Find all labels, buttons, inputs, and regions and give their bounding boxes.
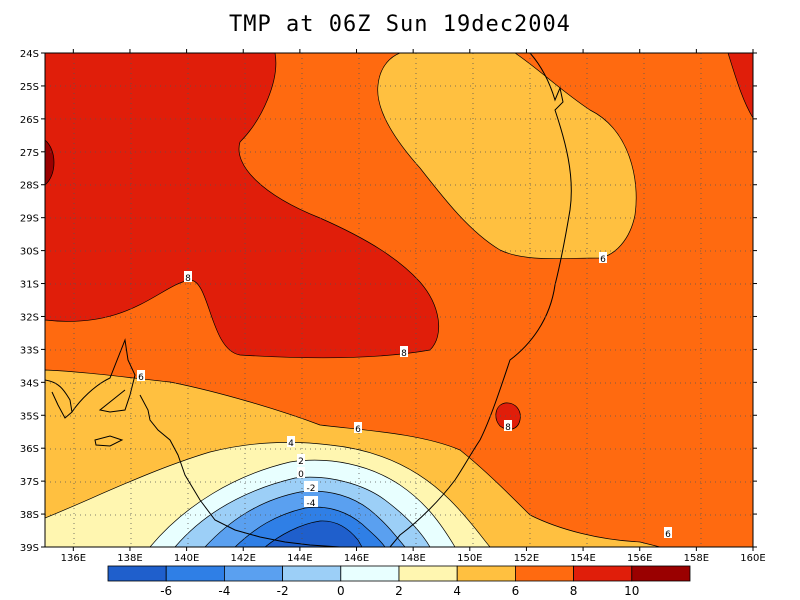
- contour-label: 2: [297, 454, 305, 467]
- longitude-axis: 136E 138E 140E 142E 144E 146E 148E 150E 152E 154E…: [61, 49, 766, 564]
- lat-label: 29S: [20, 214, 39, 225]
- contour-label: -2: [304, 481, 318, 494]
- contour-label: 0: [297, 467, 305, 480]
- lon-label: 152E: [514, 553, 539, 564]
- plot-frame: [44, 52, 754, 548]
- lat-label: 35S: [20, 411, 39, 422]
- lat-label: 37S: [20, 477, 39, 488]
- colorbar-tick-label: -4: [218, 584, 230, 598]
- lon-label: 138E: [117, 553, 142, 564]
- latitude-axis: 24S 25S 26S 27S 28S 29S 30S 31S 32S 33S 34S 35S 36S 3…: [20, 49, 757, 554]
- svg-text:6: 6: [355, 425, 361, 435]
- lat-label: 34S: [20, 378, 39, 389]
- colorbar-swatch: [456, 565, 516, 582]
- colorbar-swatch: [515, 565, 575, 582]
- lon-label: 142E: [231, 553, 256, 564]
- contour-label: 6: [599, 252, 607, 265]
- contour-label: -4: [304, 496, 318, 509]
- contour-label: 8: [504, 420, 512, 433]
- colorbar-swatch: [398, 565, 458, 582]
- colorbar-tick-label: 2: [395, 584, 403, 598]
- svg-text:4: 4: [288, 439, 294, 449]
- lat-label: 27S: [20, 148, 39, 159]
- svg-text:8: 8: [401, 349, 407, 359]
- svg-text:8: 8: [505, 423, 511, 433]
- lon-label: 158E: [684, 553, 709, 564]
- colorbar-swatch: [223, 565, 283, 582]
- contour-label: 6: [137, 370, 145, 383]
- colorbar-swatch: [282, 565, 342, 582]
- colorbar-tick-label: -6: [160, 584, 172, 598]
- lat-label: 32S: [20, 312, 39, 323]
- band-8-10-blob: [495, 402, 521, 430]
- contour-label: 8: [184, 271, 192, 284]
- coastline-gulf: [45, 338, 341, 547]
- contour-label: 4: [287, 436, 295, 449]
- colorbar-swatch: [573, 565, 633, 582]
- contour-label: 8: [400, 346, 408, 359]
- contour-labels: 8 8 6 6 6 4 2 0 -2 -4 8 6: [137, 252, 672, 540]
- colorbar-swatch: [340, 565, 400, 582]
- colorbar-tick-label: 6: [512, 584, 520, 598]
- lat-label: 30S: [20, 247, 39, 258]
- lon-label: 136E: [61, 553, 86, 564]
- map-title: TMP at 06Z Sun 19dec2004: [229, 12, 571, 37]
- lat-label: 26S: [20, 115, 39, 126]
- contour-label: 6: [664, 527, 672, 540]
- contour-label: 6: [354, 422, 362, 435]
- lat-label: 28S: [20, 181, 39, 192]
- svg-text:2: 2: [298, 457, 304, 467]
- lon-label: 156E: [627, 553, 652, 564]
- band-below-m6: [264, 520, 363, 547]
- coastline-kangaroo: [94, 435, 124, 447]
- lat-label: 36S: [20, 444, 39, 455]
- lat-label: 38S: [20, 510, 39, 521]
- lon-label: 144E: [287, 553, 312, 564]
- lat-label: 33S: [20, 345, 39, 356]
- colorbar-tick-label: 8: [570, 584, 578, 598]
- lat-label: 25S: [20, 82, 39, 93]
- coastline: [389, 53, 572, 547]
- colorbar-swatch: [107, 565, 167, 582]
- lat-label: 24S: [20, 49, 39, 60]
- shaded-contours: [45, 53, 753, 547]
- lon-label: 154E: [570, 553, 595, 564]
- graticule: [45, 53, 753, 547]
- colorbar-swatch: [631, 565, 691, 582]
- svg-text:6: 6: [138, 373, 144, 383]
- colorbar-tick-label: 4: [453, 584, 461, 598]
- svg-text:-2: -2: [307, 484, 316, 494]
- lon-label: 140E: [174, 553, 199, 564]
- svg-text:6: 6: [665, 530, 671, 540]
- lon-label: 160E: [740, 553, 765, 564]
- lon-label: 146E: [344, 553, 369, 564]
- lon-label: 150E: [457, 553, 482, 564]
- svg-text:0: 0: [298, 470, 304, 480]
- lat-label: 39S: [20, 543, 39, 554]
- colorbar: -6 -4 -2 0 2 4 6 8 10: [107, 565, 691, 598]
- colorbar-tick-label: 0: [337, 584, 345, 598]
- svg-text:8: 8: [185, 274, 191, 284]
- lon-label: 148E: [400, 553, 425, 564]
- band-4-6-ne: [377, 53, 637, 259]
- svg-text:-4: -4: [307, 499, 316, 509]
- colorbar-tick-label: -2: [277, 584, 289, 598]
- colorbar-swatch: [165, 565, 225, 582]
- svg-text:6: 6: [600, 255, 606, 265]
- lat-label: 31S: [20, 280, 39, 291]
- colorbar-tick-label: 10: [624, 584, 639, 598]
